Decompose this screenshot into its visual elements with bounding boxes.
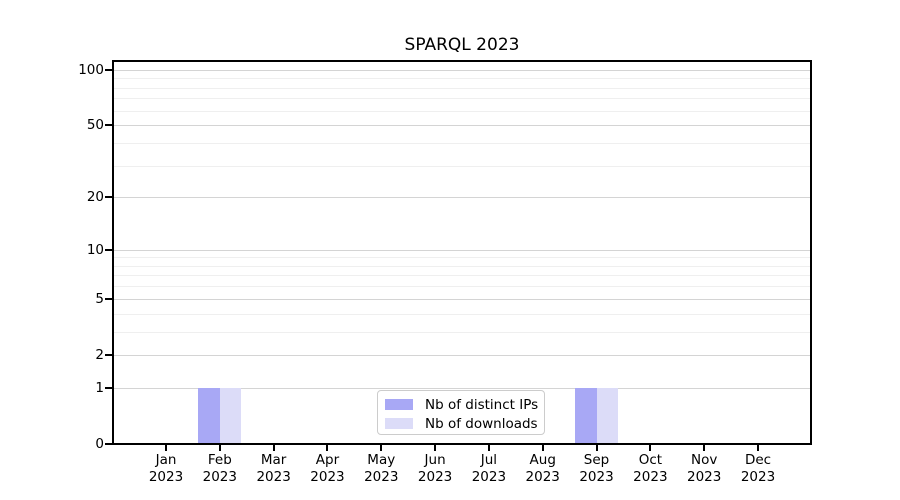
- x-tick-label: Oct 2023: [633, 452, 668, 485]
- x-tick-mark: [165, 445, 167, 451]
- major-gridline: [113, 388, 811, 389]
- minor-gridline: [113, 166, 811, 167]
- major-gridline: [113, 197, 811, 198]
- x-tick-label: Jan 2023: [148, 452, 184, 485]
- x-tick-mark: [757, 445, 759, 451]
- y-tick-mark: [105, 248, 112, 251]
- x-tick-label: Sep 2023: [579, 452, 614, 485]
- y-tick-mark: [105, 68, 112, 71]
- x-tick-mark: [595, 445, 598, 451]
- y-tick-label: 100: [78, 61, 104, 78]
- y-tick-mark: [105, 353, 112, 356]
- bar-distinct-ips: [575, 387, 597, 444]
- legend-row: Nb of distinct IPs: [385, 395, 544, 414]
- x-tick-mark: [434, 445, 437, 451]
- bar-distinct-ips: [198, 387, 220, 444]
- x-tick-label: Jul 2023: [471, 452, 507, 485]
- y-tick-label: 20: [86, 189, 104, 206]
- x-tick-mark: [272, 445, 275, 451]
- y-tick-mark: [105, 297, 112, 300]
- major-gridline: [113, 355, 811, 356]
- x-tick-label: Apr 2023: [310, 452, 345, 485]
- y-tick-mark: [105, 386, 112, 389]
- minor-gridline: [113, 314, 811, 315]
- legend-label: Nb of downloads: [425, 415, 538, 432]
- bar-downloads: [596, 387, 619, 444]
- minor-gridline: [113, 332, 811, 333]
- x-tick-mark: [487, 445, 490, 451]
- legend-swatch-distinct-ips: [385, 399, 413, 410]
- y-tick-mark: [105, 124, 112, 127]
- x-tick-label: Aug 2023: [525, 452, 560, 485]
- minor-gridline: [113, 266, 811, 267]
- x-tick-label: May 2023: [364, 452, 399, 485]
- x-tick-mark: [218, 445, 221, 451]
- bar-downloads: [219, 387, 242, 444]
- minor-gridline: [113, 275, 811, 276]
- legend: Nb of distinct IPs Nb of downloads: [377, 390, 545, 435]
- minor-gridline: [113, 88, 811, 89]
- y-tick-label: 2: [95, 346, 104, 363]
- legend-label: Nb of distinct IPs: [425, 396, 539, 413]
- legend-swatch-downloads: [385, 418, 413, 429]
- major-gridline: [113, 125, 811, 126]
- minor-gridline: [113, 257, 811, 258]
- y-tick-label: 10: [86, 241, 104, 258]
- minor-gridline: [113, 111, 811, 112]
- chart-title: SPARQL 2023: [404, 35, 520, 55]
- y-tick-label: 0: [95, 436, 104, 452]
- y-tick-mark: [105, 443, 112, 445]
- x-tick-mark: [703, 445, 706, 451]
- x-tick-label: Nov 2023: [686, 452, 722, 485]
- minor-gridline: [113, 286, 811, 287]
- x-tick-label: Feb 2023: [202, 452, 237, 485]
- minor-gridline: [113, 143, 811, 144]
- major-gridline: [113, 299, 811, 300]
- y-tick-mark: [105, 196, 112, 199]
- x-tick-label: Jun 2023: [417, 452, 453, 485]
- minor-gridline: [113, 98, 811, 99]
- minor-gridline: [113, 78, 811, 79]
- major-gridline: [113, 250, 811, 251]
- x-tick-label: Dec 2023: [740, 452, 776, 485]
- y-tick-label: 1: [95, 379, 104, 396]
- x-tick-mark: [649, 445, 652, 451]
- x-tick-mark: [326, 445, 329, 451]
- x-tick-mark: [541, 445, 544, 451]
- legend-row: Nb of downloads: [385, 414, 544, 433]
- y-tick-label: 50: [86, 117, 104, 134]
- x-tick-mark: [380, 445, 383, 451]
- y-tick-label: 5: [95, 290, 104, 307]
- x-tick-label: Mar 2023: [256, 452, 291, 485]
- major-gridline: [113, 70, 811, 71]
